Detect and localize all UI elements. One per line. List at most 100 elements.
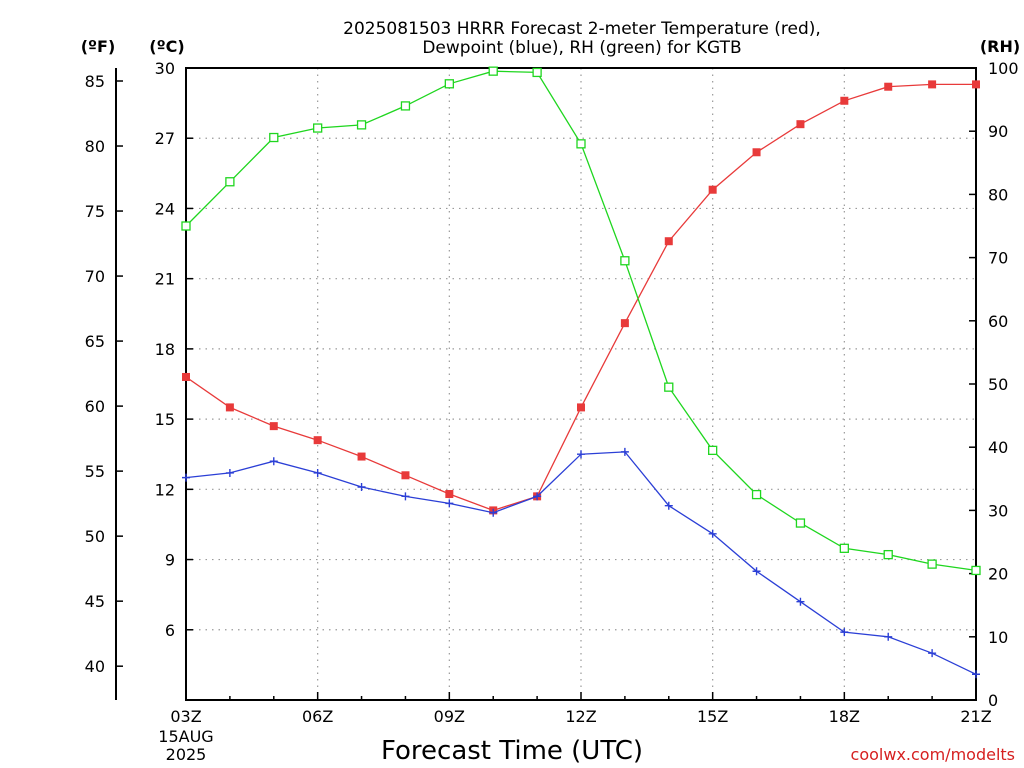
- rh-point: [839, 543, 849, 553]
- rh-point: [576, 139, 586, 149]
- fahrenheit-tick-label: 60: [85, 397, 105, 416]
- fahrenheit-axis: 85 80 75 70 65 60 55 50 45 40: [85, 72, 123, 676]
- time-tick-label: 06Z: [302, 707, 333, 726]
- dewpoint-point: [752, 567, 761, 576]
- rh-tick-label: 100: [988, 59, 1019, 78]
- temperature-point: [182, 372, 190, 381]
- rh-tick-label: 10: [988, 628, 1008, 647]
- time-tick-label: 12Z: [565, 707, 596, 726]
- time-tick-label: 18Z: [829, 707, 860, 726]
- celsius-tick-label: 12: [155, 480, 175, 499]
- dewpoint-series: [182, 447, 980, 679]
- temperature-point: [401, 471, 410, 480]
- rh-tick-label: 70: [988, 249, 1008, 268]
- dewpoint-point: [182, 473, 190, 482]
- rh-point: [269, 132, 279, 143]
- celsius-tick-label: 21: [155, 270, 175, 289]
- time-tick-label: 09Z: [434, 707, 465, 726]
- fahrenheit-tick-label: 55: [85, 462, 105, 481]
- celsius-tick-label: 18: [155, 340, 175, 359]
- time-tick-label: 15Z: [697, 707, 728, 726]
- dewpoint-point: [620, 447, 629, 456]
- rh-point: [971, 565, 981, 576]
- temperature-series: [182, 80, 980, 515]
- rh-point: [488, 66, 498, 76]
- fahrenheit-tick-label: 75: [85, 202, 105, 221]
- dewpoint-point: [533, 492, 542, 501]
- dewpoint-point: [708, 529, 717, 538]
- rh-point: [795, 518, 806, 528]
- dewpoint-point: [664, 501, 673, 510]
- temperature-point: [620, 319, 629, 328]
- celsius-tick-label: 27: [155, 129, 175, 148]
- credit-link[interactable]: coolwx.com/modelts: [851, 745, 1015, 764]
- rh-axis-label: (RH): [980, 37, 1020, 56]
- dewpoint-point: [972, 670, 980, 679]
- temperature-point: [445, 490, 454, 499]
- rh-tick-label: 0: [988, 691, 998, 710]
- temperature-point: [884, 82, 893, 91]
- rh-tick-label: 20: [988, 565, 1008, 584]
- fahrenheit-axis-label: (ºF): [81, 37, 116, 56]
- fahrenheit-tick-label: 50: [85, 527, 105, 546]
- dewpoint-point: [796, 597, 805, 606]
- dewpoint-point: [840, 628, 849, 637]
- temperature-point: [708, 185, 717, 194]
- fahrenheit-tick-label: 65: [85, 332, 105, 351]
- celsius-axis-label: (ºC): [149, 37, 184, 56]
- fahrenheit-tick-label: 40: [85, 657, 105, 676]
- fahrenheit-tick-label: 80: [85, 137, 105, 156]
- fahrenheit-tick-label: 85: [85, 72, 105, 91]
- rh-series: [181, 66, 981, 576]
- rh-tick-label: 30: [988, 501, 1008, 520]
- dewpoint-point: [357, 482, 366, 491]
- dewpoint-point: [225, 468, 234, 477]
- time-tick-label: 03Z: [170, 707, 201, 726]
- dewpoint-point: [269, 457, 278, 466]
- celsius-tick-label: 15: [155, 410, 175, 429]
- rh-point: [356, 120, 367, 130]
- temperature-point: [269, 422, 278, 431]
- grid: [186, 68, 976, 700]
- rh-point: [225, 177, 235, 187]
- dewpoint-point: [401, 492, 410, 501]
- dewpoint-point: [313, 468, 322, 477]
- time-axis: 03Z 06Z 09Z 12Z 15Z 18Z 21Z: [170, 692, 992, 726]
- temperature-point: [752, 148, 761, 157]
- plot-frame: [185, 67, 977, 701]
- rh-point: [708, 445, 718, 456]
- date-label-year: 2025: [166, 745, 207, 764]
- celsius-tick-label: 9: [165, 551, 175, 570]
- celsius-tick-label: 6: [165, 621, 175, 640]
- temperature-point: [840, 96, 849, 105]
- rh-point: [927, 559, 937, 569]
- temperature-point: [225, 403, 234, 412]
- dewpoint-point: [577, 450, 585, 459]
- fahrenheit-tick-label: 70: [85, 267, 105, 286]
- series-layer: [181, 66, 981, 679]
- rh-point: [313, 123, 323, 133]
- rh-tick-label: 80: [988, 185, 1008, 204]
- rh-tick-label: 60: [988, 312, 1008, 331]
- rh-tick-label: 90: [988, 122, 1008, 141]
- rh-point: [664, 382, 674, 392]
- rh-point: [444, 79, 454, 89]
- rh-tick-label: 40: [988, 438, 1008, 457]
- temperature-point: [972, 80, 980, 89]
- chart-title-line2: Dewpoint (blue), RH (green) for KGTB: [422, 38, 741, 58]
- celsius-axis: 30 27 24 21 18 15 12 9 6: [155, 59, 193, 640]
- celsius-tick-label: 24: [155, 199, 175, 218]
- rh-point: [532, 67, 542, 78]
- x-axis-title: Forecast Time (UTC): [381, 736, 643, 766]
- temperature-point: [664, 237, 673, 246]
- dewpoint-point: [928, 649, 937, 658]
- temperature-point: [796, 120, 805, 129]
- temperature-point: [928, 80, 937, 89]
- dewpoint-point: [445, 499, 454, 508]
- chart-title-line1: 2025081503 HRRR Forecast 2-meter Tempera…: [343, 19, 821, 39]
- celsius-tick-label: 30: [155, 59, 175, 78]
- rh-point: [751, 489, 762, 500]
- time-tick-label: 21Z: [960, 707, 991, 726]
